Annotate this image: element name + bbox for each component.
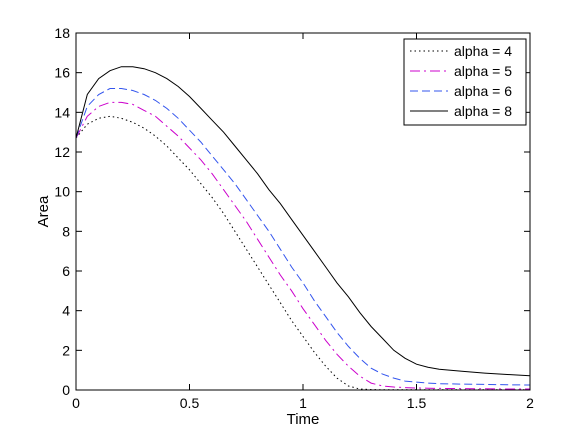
y-tick-label: 10 — [54, 184, 70, 200]
y-tick-label: 6 — [62, 263, 70, 279]
x-tick-label: 2 — [526, 395, 534, 411]
legend-label-1: alpha = 4 — [454, 43, 512, 59]
series-line-3 — [75, 88, 531, 386]
legend-label-3: alpha = 6 — [454, 83, 512, 99]
y-tick-label: 12 — [54, 144, 70, 160]
x-tick-label: 0 — [72, 395, 80, 411]
x-tick-label: 1 — [299, 395, 307, 411]
legend-label-2: alpha = 5 — [454, 63, 512, 79]
x-tick-label: 0.5 — [180, 395, 200, 411]
y-tick-label: 14 — [54, 104, 70, 120]
ticks-layer: 0 0.5 1 1.5 2 0 2 4 6 8 10 12 14 16 18 — [54, 25, 534, 411]
series-line-2 — [75, 101, 530, 390]
x-axis-label: Time — [287, 411, 320, 428]
y-tick-label: 4 — [62, 303, 70, 319]
x-tick-label: 1.5 — [407, 395, 427, 411]
y-tick-label: 0 — [62, 382, 70, 398]
y-tick-label: 16 — [54, 65, 70, 81]
y-tick-label: 18 — [54, 25, 70, 41]
y-tick-label: 8 — [62, 223, 70, 239]
legend: alpha = 4 alpha = 5 alpha = 6 alpha = 8 — [403, 38, 527, 126]
y-axis-label: Area — [35, 195, 52, 227]
series-line-4 — [75, 66, 531, 377]
legend-label-4: alpha = 8 — [454, 103, 512, 119]
y-tick-label: 2 — [62, 342, 70, 358]
